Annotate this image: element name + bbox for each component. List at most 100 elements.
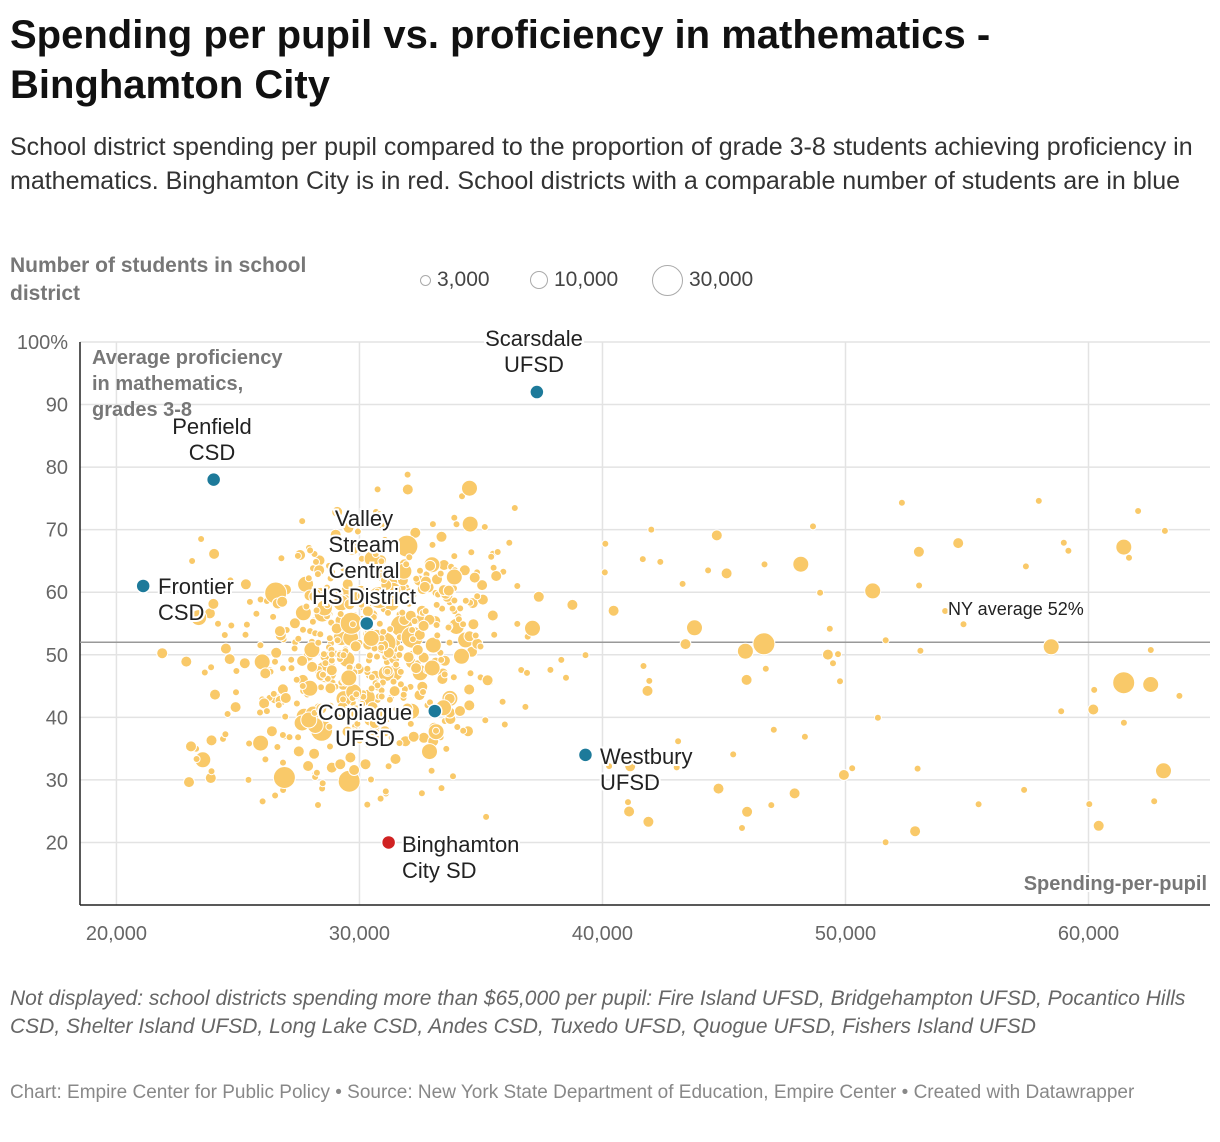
district-point [363, 740, 372, 749]
district-point [290, 644, 299, 653]
district-point [396, 680, 405, 689]
legend-item-medium: 10,000 [530, 262, 618, 298]
highlighted-point [529, 384, 545, 400]
district-point [324, 682, 337, 695]
district-point [449, 772, 457, 781]
label-scarsdale-line: UFSD [504, 352, 564, 377]
legend-label: 3,000 [437, 268, 490, 291]
district-point [399, 690, 408, 699]
district-point [912, 545, 925, 558]
district-point [259, 667, 272, 680]
district-point [226, 576, 235, 585]
district-point [638, 555, 647, 564]
district-point [299, 625, 307, 634]
district-point [387, 733, 396, 742]
district-point [566, 598, 579, 611]
district-point [269, 689, 278, 698]
district-point [232, 688, 240, 697]
district-point [1146, 646, 1155, 654]
district-point [450, 552, 459, 561]
district-point [319, 670, 327, 679]
label-valley-stream-line: Stream [329, 532, 400, 557]
district-point [453, 647, 470, 665]
label-scarsdale-line: Scarsdale [485, 326, 583, 351]
district-point [389, 677, 398, 686]
district-point [461, 515, 479, 533]
district-point [190, 609, 208, 627]
district-point [418, 580, 431, 593]
not-displayed-note: Not displayed: school districts spending… [10, 987, 1186, 1038]
district-point [471, 631, 480, 640]
district-point [881, 636, 890, 645]
district-point [809, 522, 817, 531]
district-point [375, 510, 384, 519]
district-point [829, 659, 837, 668]
district-point [710, 529, 723, 542]
label-copiague-line: UFSD [335, 726, 395, 751]
district-point [221, 730, 230, 739]
label-frontier: Frontier CSD [158, 574, 234, 625]
district-point [624, 760, 637, 773]
district-point [428, 540, 437, 549]
district-point [1090, 685, 1099, 694]
district-point [532, 590, 545, 603]
district-point [624, 798, 632, 807]
label-valley-stream-line: Central [329, 558, 400, 583]
district-point [498, 697, 507, 706]
district-point [373, 652, 381, 661]
legend-circle-icon [652, 264, 683, 296]
district-point [341, 725, 354, 738]
district-point [788, 787, 801, 800]
y-tick-label: 50 [46, 645, 68, 667]
label-frontier-line: CSD [158, 600, 204, 625]
chart-credit: Chart: Empire Center for Public Policy •… [10, 1082, 1135, 1103]
district-point [419, 688, 427, 696]
district-point [409, 590, 418, 599]
district-point [376, 543, 385, 552]
y-tick-label: 80 [46, 457, 68, 479]
district-point [913, 764, 922, 773]
district-point [323, 583, 331, 592]
highlighted-point [135, 578, 151, 594]
y-tick-label: 60 [46, 582, 68, 604]
credit-chart: Chart: Empire Center for Public Policy [10, 1082, 330, 1103]
district-point [461, 596, 470, 605]
district-point [180, 655, 193, 668]
district-point [262, 707, 271, 716]
district-point [379, 627, 388, 636]
district-point [325, 561, 333, 570]
district-point [952, 537, 965, 550]
district-point [238, 657, 251, 670]
district-point [448, 604, 457, 613]
district-point [348, 620, 357, 629]
district-point [326, 574, 335, 583]
x-tick-label: 50,000 [815, 923, 876, 945]
x-tick-label: 60,000 [1058, 923, 1119, 945]
district-point [207, 597, 220, 610]
district-point [562, 673, 570, 682]
district-point [306, 546, 315, 555]
district-point [383, 667, 392, 676]
district-point [410, 617, 419, 626]
district-point [271, 791, 280, 800]
district-point [313, 570, 322, 579]
district-point [223, 710, 232, 718]
district-point [481, 674, 494, 687]
district-point [741, 805, 754, 818]
district-point [223, 653, 236, 666]
district-point [752, 632, 776, 656]
district-point [384, 762, 393, 771]
district-point [445, 568, 463, 586]
district-point [524, 619, 541, 637]
district-point [1119, 718, 1128, 727]
district-point [600, 568, 609, 577]
district-point [769, 725, 778, 734]
district-point [408, 635, 417, 644]
district-point [428, 520, 437, 529]
district-point [581, 651, 590, 660]
district-point [915, 581, 924, 590]
district-point [355, 736, 364, 745]
district-point [229, 701, 242, 714]
district-point [1020, 785, 1029, 794]
district-point [836, 677, 844, 686]
